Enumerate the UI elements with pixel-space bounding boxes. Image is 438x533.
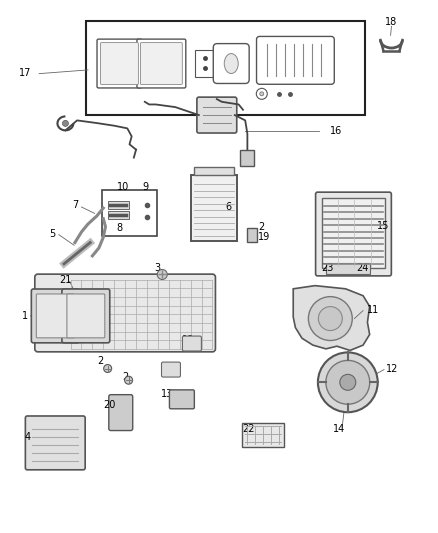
FancyBboxPatch shape [257, 36, 334, 84]
Text: 12: 12 [386, 364, 399, 374]
FancyBboxPatch shape [67, 294, 105, 338]
Text: 18: 18 [385, 17, 398, 27]
Bar [194, 167, 234, 175]
Circle shape [340, 374, 356, 390]
Text: 14: 14 [333, 424, 345, 434]
Circle shape [63, 120, 68, 126]
Text: 19: 19 [258, 232, 271, 243]
FancyBboxPatch shape [197, 97, 237, 133]
Text: 21: 21 [59, 275, 71, 285]
FancyBboxPatch shape [213, 44, 249, 84]
Text: 4: 4 [25, 432, 31, 441]
Ellipse shape [224, 54, 238, 74]
FancyBboxPatch shape [62, 289, 110, 343]
Circle shape [260, 92, 264, 96]
Text: 22: 22 [243, 424, 255, 434]
Text: 15: 15 [377, 221, 389, 231]
FancyBboxPatch shape [109, 394, 133, 431]
Bar [102, 190, 157, 236]
Circle shape [104, 365, 112, 373]
FancyBboxPatch shape [183, 336, 201, 351]
Text: 20: 20 [104, 400, 116, 410]
Text: 5: 5 [49, 229, 55, 239]
FancyBboxPatch shape [316, 192, 392, 276]
FancyBboxPatch shape [100, 43, 138, 84]
Text: 2: 2 [97, 356, 103, 366]
FancyBboxPatch shape [141, 43, 182, 84]
Text: 19: 19 [182, 335, 194, 345]
Circle shape [318, 306, 343, 330]
Text: 16: 16 [330, 126, 343, 136]
Text: 11: 11 [367, 305, 379, 315]
FancyBboxPatch shape [32, 289, 79, 343]
Circle shape [326, 360, 370, 404]
Text: 2: 2 [258, 222, 265, 232]
FancyBboxPatch shape [97, 39, 142, 88]
Bar [86, 21, 365, 115]
FancyBboxPatch shape [36, 294, 74, 338]
Polygon shape [293, 286, 370, 350]
Text: 1: 1 [21, 311, 28, 321]
Text: 3: 3 [154, 263, 160, 273]
Text: 10: 10 [117, 182, 129, 192]
Bar [191, 175, 237, 241]
Bar [108, 212, 130, 220]
Circle shape [125, 376, 133, 384]
Circle shape [308, 297, 352, 341]
Bar [247, 228, 257, 241]
Bar [108, 201, 130, 209]
Text: 8: 8 [117, 223, 123, 233]
Text: 23: 23 [321, 263, 333, 272]
Bar [326, 263, 370, 274]
Bar [195, 50, 215, 77]
FancyBboxPatch shape [25, 416, 85, 470]
Bar [240, 150, 254, 166]
FancyBboxPatch shape [170, 390, 194, 409]
Circle shape [256, 88, 267, 99]
Text: 13: 13 [160, 389, 173, 399]
Text: 17: 17 [18, 68, 31, 78]
Bar [321, 198, 385, 268]
Text: 24: 24 [356, 263, 368, 272]
Text: 9: 9 [143, 182, 149, 192]
Text: 2: 2 [123, 372, 129, 382]
FancyBboxPatch shape [35, 274, 215, 352]
Bar [242, 424, 283, 447]
Text: 6: 6 [226, 202, 232, 212]
FancyBboxPatch shape [137, 39, 186, 88]
FancyBboxPatch shape [162, 362, 180, 377]
Circle shape [157, 270, 167, 279]
Text: 7: 7 [73, 200, 79, 211]
Circle shape [318, 352, 378, 412]
